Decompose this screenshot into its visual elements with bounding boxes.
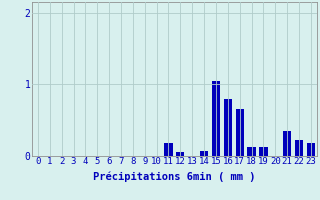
Bar	[224, 99, 232, 156]
Bar	[212, 81, 220, 156]
Bar	[200, 151, 208, 156]
Bar	[259, 147, 268, 156]
X-axis label: Précipitations 6min ( mm ): Précipitations 6min ( mm )	[93, 172, 256, 182]
Bar	[164, 143, 172, 156]
Bar	[283, 131, 291, 156]
Bar	[307, 143, 315, 156]
Bar	[236, 109, 244, 156]
Bar	[247, 147, 256, 156]
Bar	[176, 152, 185, 156]
Bar	[295, 140, 303, 156]
